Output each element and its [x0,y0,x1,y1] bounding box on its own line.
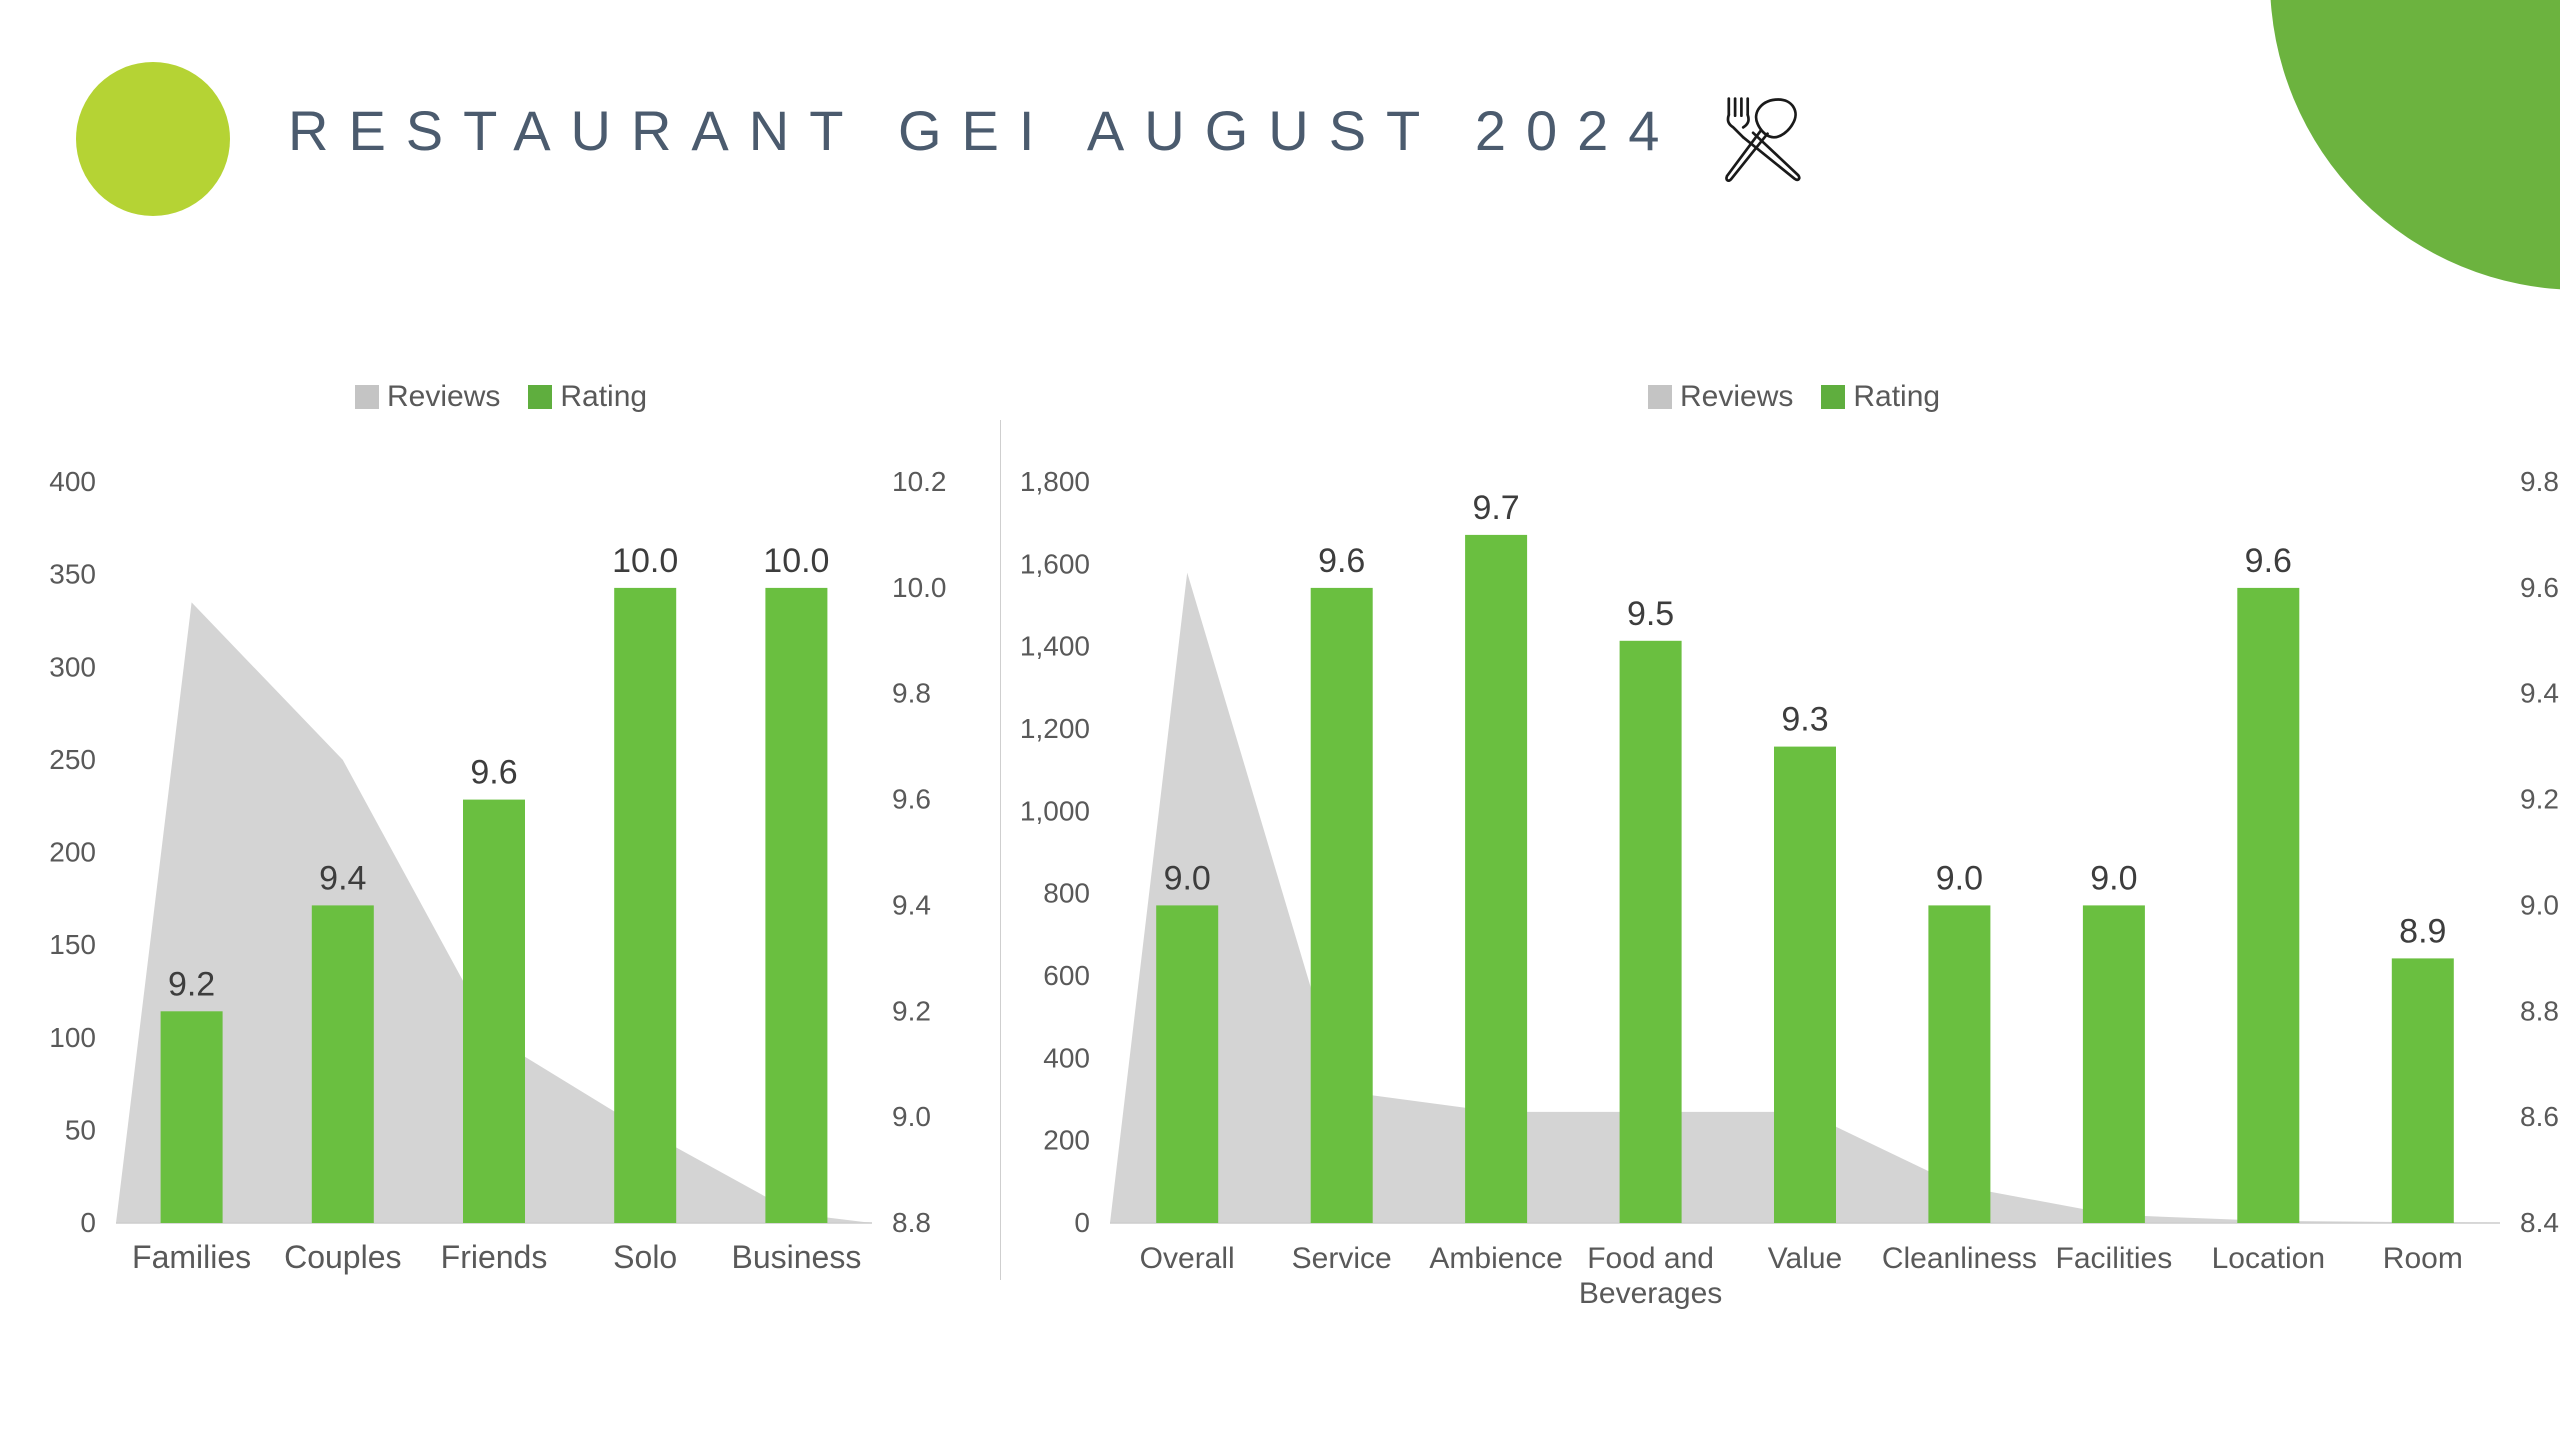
svg-text:8.9: 8.9 [2399,912,2446,950]
svg-text:9.4: 9.4 [892,889,931,920]
svg-text:9.6: 9.6 [1318,542,1365,580]
svg-text:9.6: 9.6 [470,754,517,792]
svg-text:9.4: 9.4 [319,859,366,897]
svg-text:400: 400 [1043,1042,1090,1073]
svg-text:1,000: 1,000 [1020,795,1090,826]
svg-text:8.4: 8.4 [2520,1207,2559,1238]
svg-text:9.2: 9.2 [2520,784,2559,815]
svg-text:250: 250 [49,744,96,775]
svg-text:Friends: Friends [441,1239,548,1275]
svg-text:8.8: 8.8 [892,1207,931,1238]
svg-text:0: 0 [80,1207,96,1238]
svg-text:Facilities: Facilities [2056,1242,2173,1275]
svg-text:10.0: 10.0 [763,542,829,580]
svg-text:600: 600 [1043,960,1090,991]
svg-text:9.8: 9.8 [2520,466,2559,497]
svg-text:9.6: 9.6 [2245,542,2292,580]
svg-text:9.5: 9.5 [1627,595,1674,633]
svg-text:9.6: 9.6 [2520,572,2559,603]
svg-text:Solo: Solo [613,1239,677,1275]
svg-text:350: 350 [49,559,96,590]
svg-text:8.6: 8.6 [2520,1101,2559,1132]
svg-text:8.8: 8.8 [2520,995,2559,1026]
svg-text:Room: Room [2383,1242,2463,1275]
svg-text:200: 200 [1043,1125,1090,1156]
svg-text:10.0: 10.0 [892,572,947,603]
svg-text:Overall: Overall [1140,1242,1235,1275]
svg-text:10.2: 10.2 [892,466,947,497]
svg-text:9.4: 9.4 [2520,678,2559,709]
svg-text:9.0: 9.0 [1936,859,1983,897]
svg-text:300: 300 [49,651,96,682]
svg-text:400: 400 [49,466,96,497]
svg-text:50: 50 [65,1114,96,1145]
svg-text:1,400: 1,400 [1020,631,1090,662]
svg-text:Location: Location [2212,1242,2325,1275]
svg-text:100: 100 [49,1022,96,1053]
svg-text:9.3: 9.3 [1781,701,1828,739]
svg-text:Ambience: Ambience [1429,1242,1562,1275]
svg-text:Service: Service [1292,1242,1392,1275]
svg-text:Couples: Couples [284,1239,401,1275]
svg-text:Cleanliness: Cleanliness [1882,1242,2037,1275]
svg-text:Food and: Food and [1587,1242,1714,1275]
svg-text:10.0: 10.0 [612,542,678,580]
svg-text:1,200: 1,200 [1020,713,1090,744]
svg-text:1,600: 1,600 [1020,548,1090,579]
svg-text:0: 0 [1074,1207,1090,1238]
svg-text:1,800: 1,800 [1020,466,1090,497]
svg-text:9.0: 9.0 [892,1101,931,1132]
svg-text:9.0: 9.0 [1164,859,1211,897]
svg-text:9.6: 9.6 [892,784,931,815]
svg-text:Value: Value [1768,1242,1843,1275]
svg-text:Beverages: Beverages [1579,1277,1722,1310]
svg-text:200: 200 [49,837,96,868]
svg-text:9.2: 9.2 [892,995,931,1026]
svg-text:Business: Business [731,1239,861,1275]
svg-text:Families: Families [132,1239,251,1275]
svg-text:9.0: 9.0 [2090,859,2137,897]
svg-text:9.2: 9.2 [168,965,215,1003]
svg-text:800: 800 [1043,878,1090,909]
svg-text:9.8: 9.8 [892,678,931,709]
svg-text:9.7: 9.7 [1472,489,1519,527]
svg-text:150: 150 [49,929,96,960]
svg-text:9.0: 9.0 [2520,889,2559,920]
